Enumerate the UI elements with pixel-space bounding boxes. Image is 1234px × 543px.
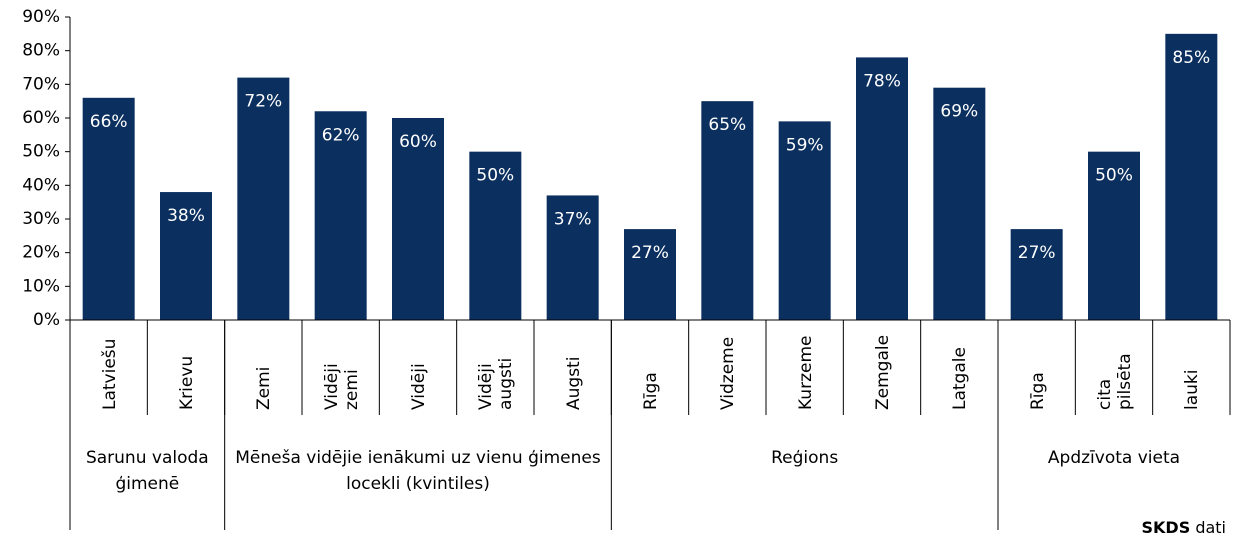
x-tick-label: Rīga (641, 372, 661, 410)
value-label: 85% (1172, 48, 1210, 68)
value-label: 60% (399, 132, 437, 152)
bar (1088, 151, 1140, 320)
source-text: dati (1195, 518, 1226, 537)
bar (546, 195, 599, 320)
y-tick-label: 40% (22, 175, 60, 195)
y-tick-label: 20% (22, 243, 60, 263)
y-tick-label: 30% (22, 209, 60, 229)
value-label: 27% (631, 243, 669, 263)
bar (701, 101, 754, 321)
group-label: Sarunu valoda ģimenē (85, 448, 209, 494)
x-tick-label: Latgale (950, 347, 971, 410)
bar (624, 229, 676, 320)
bar (1165, 33, 1218, 320)
x-tick-label: Augsti (563, 356, 584, 410)
x-tick-label: Latviešu (99, 338, 120, 410)
value-label: 50% (476, 166, 514, 186)
y-tick-label: 60% (22, 108, 60, 128)
x-tick-label: Rīga (1027, 372, 1048, 410)
source-bold: SKDS (1141, 518, 1191, 537)
y-tick-label: 70% (22, 74, 60, 94)
y-tick-label: 10% (22, 276, 60, 296)
x-tick-label: lauki (1182, 369, 1203, 410)
x-tick-label: Kurzeme (795, 335, 816, 410)
bar (314, 111, 367, 321)
value-label: 72% (244, 92, 282, 112)
value-label: 38% (167, 206, 205, 226)
x-tick-label: Vidēji augsti (476, 357, 517, 410)
y-tick-label: 90% (22, 7, 60, 27)
x-tick-label: Vidēji (409, 363, 429, 410)
x-tick-label: Vidēji zemi (321, 363, 362, 410)
y-tick-label: 80% (22, 41, 60, 61)
value-label: 37% (554, 209, 592, 229)
x-tick-label: cita pilsēta (1095, 353, 1135, 410)
bar (469, 151, 522, 320)
source: SKDS dati (1141, 518, 1226, 537)
value-label: 65% (708, 115, 746, 135)
group-label: Apdzīvota vieta (1047, 448, 1181, 468)
value-label: 62% (322, 125, 360, 145)
value-label: 50% (1095, 166, 1133, 186)
y-tick-label: 50% (22, 142, 60, 162)
y-tick-label: 0% (33, 310, 60, 330)
value-label: 66% (90, 112, 128, 132)
x-tick-label: Zemi (254, 366, 275, 410)
bar (237, 77, 290, 320)
bar (1010, 229, 1063, 320)
group-label: Mēneša vidējie ienākumi uz vienu ģimenes… (235, 448, 601, 494)
bar (392, 118, 444, 320)
x-tick-label: Vidzeme (718, 336, 739, 410)
bar (160, 192, 212, 320)
bar (933, 87, 986, 320)
bar (82, 97, 135, 320)
bar (856, 57, 908, 321)
x-tick-label: Krievu (177, 355, 197, 410)
value-label: 59% (786, 135, 824, 155)
value-label: 78% (863, 71, 901, 91)
value-label: 69% (940, 102, 978, 122)
group-label: Reģions (771, 448, 839, 468)
x-tick-label: Zemgale (873, 334, 893, 410)
bar (778, 121, 831, 320)
value-label: 27% (1018, 243, 1056, 263)
